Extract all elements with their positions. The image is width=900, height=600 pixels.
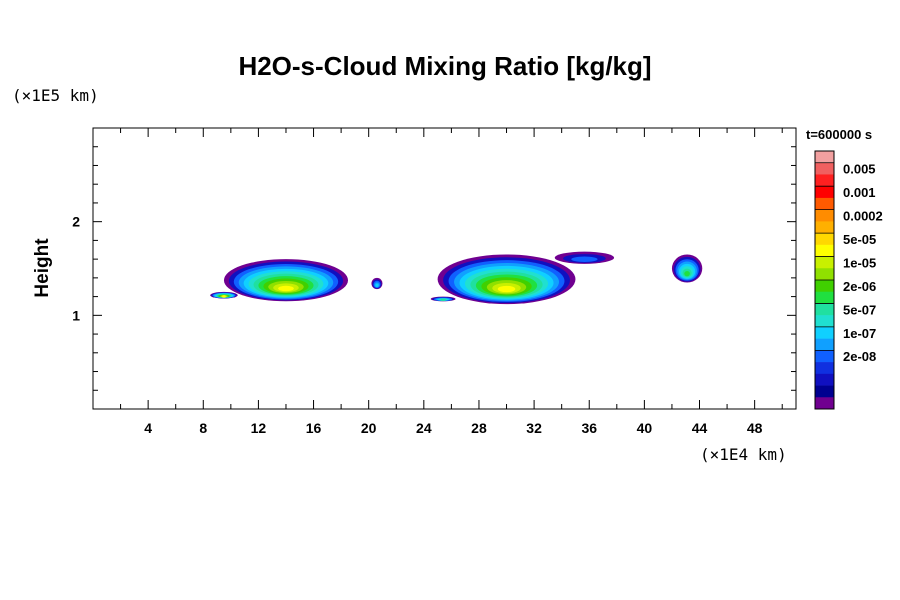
colorbar-label: 1e-05 xyxy=(843,255,876,270)
cloud-contour xyxy=(222,295,226,298)
time-label: t=600000 s xyxy=(806,127,872,142)
colorbar-swatch xyxy=(815,326,834,339)
colorbar-label: 0.001 xyxy=(843,185,876,200)
x-tick-label: 12 xyxy=(251,420,267,436)
cloud-contour xyxy=(278,285,294,292)
colorbar-label: 1e-07 xyxy=(843,326,876,341)
x-tick-label: 44 xyxy=(692,420,708,436)
x-tick-label: 36 xyxy=(581,420,597,436)
y-tick-label: 2 xyxy=(72,214,80,230)
x-tick-label: 40 xyxy=(637,420,653,436)
colorbar-label: 2e-08 xyxy=(843,349,876,364)
colorbar-swatch xyxy=(815,256,834,269)
colorbar-swatch xyxy=(815,174,834,187)
y-tick-label: 1 xyxy=(72,307,80,323)
colorbar-label: 0.0002 xyxy=(843,209,883,224)
x-tick-label: 48 xyxy=(747,420,763,436)
colorbar-swatch xyxy=(815,397,834,410)
x-tick-label: 28 xyxy=(471,420,487,436)
cloud-contour xyxy=(571,256,598,262)
y-axis-label: Height xyxy=(32,238,53,298)
cloud-contour xyxy=(440,298,446,301)
colorbar-swatch xyxy=(815,362,834,375)
x-tick-label: 24 xyxy=(416,420,432,436)
colorbar-swatch xyxy=(815,280,834,293)
cloud-contour xyxy=(684,271,690,277)
colorbar-swatch xyxy=(815,315,834,328)
colorbar-swatch xyxy=(815,303,834,316)
colorbar-swatch xyxy=(815,385,834,398)
x-unit-label: (×1E4 km) xyxy=(700,445,787,464)
cloud-contour xyxy=(375,283,379,287)
colorbar-label: 0.005 xyxy=(843,162,876,177)
colorbar-label: 2e-06 xyxy=(843,279,876,294)
colorbar-swatch xyxy=(815,209,834,222)
colorbar-swatch xyxy=(815,373,834,386)
colorbar-swatch xyxy=(815,221,834,234)
cloud-contour xyxy=(497,285,516,293)
colorbar-swatch xyxy=(815,197,834,210)
y-axis: 12 xyxy=(72,146,796,391)
y-unit-label: (×1E5 km) xyxy=(12,86,99,105)
x-tick-label: 32 xyxy=(526,420,542,436)
colorbar-swatch xyxy=(815,291,834,304)
colorbar-label: 5e-07 xyxy=(843,302,876,317)
colorbar-swatch xyxy=(815,338,834,351)
colorbar-swatch xyxy=(815,233,834,246)
colorbar-swatch xyxy=(815,151,834,164)
chart-title: H2O-s-Cloud Mixing Ratio [kg/kg] xyxy=(238,51,651,81)
colorbar-swatch xyxy=(815,350,834,363)
colorbar-swatch xyxy=(815,268,834,281)
cloud-field xyxy=(210,251,703,305)
x-tick-label: 4 xyxy=(144,420,152,436)
colorbar-swatch xyxy=(815,244,834,257)
colorbar-swatch xyxy=(815,162,834,175)
x-tick-label: 16 xyxy=(306,420,322,436)
colorbar: 0.005 0.001 0.0002 5e-05 1e-05 2e-06 5e-07 1e-0… xyxy=(814,150,883,410)
colorbar-swatch xyxy=(815,186,834,199)
x-tick-label: 8 xyxy=(199,420,207,436)
x-axis: 4 8 12 16 20 24 28 32 36 40 44 48 xyxy=(120,128,783,436)
colorbar-label: 5e-05 xyxy=(843,232,876,247)
x-tick-label: 20 xyxy=(361,420,377,436)
